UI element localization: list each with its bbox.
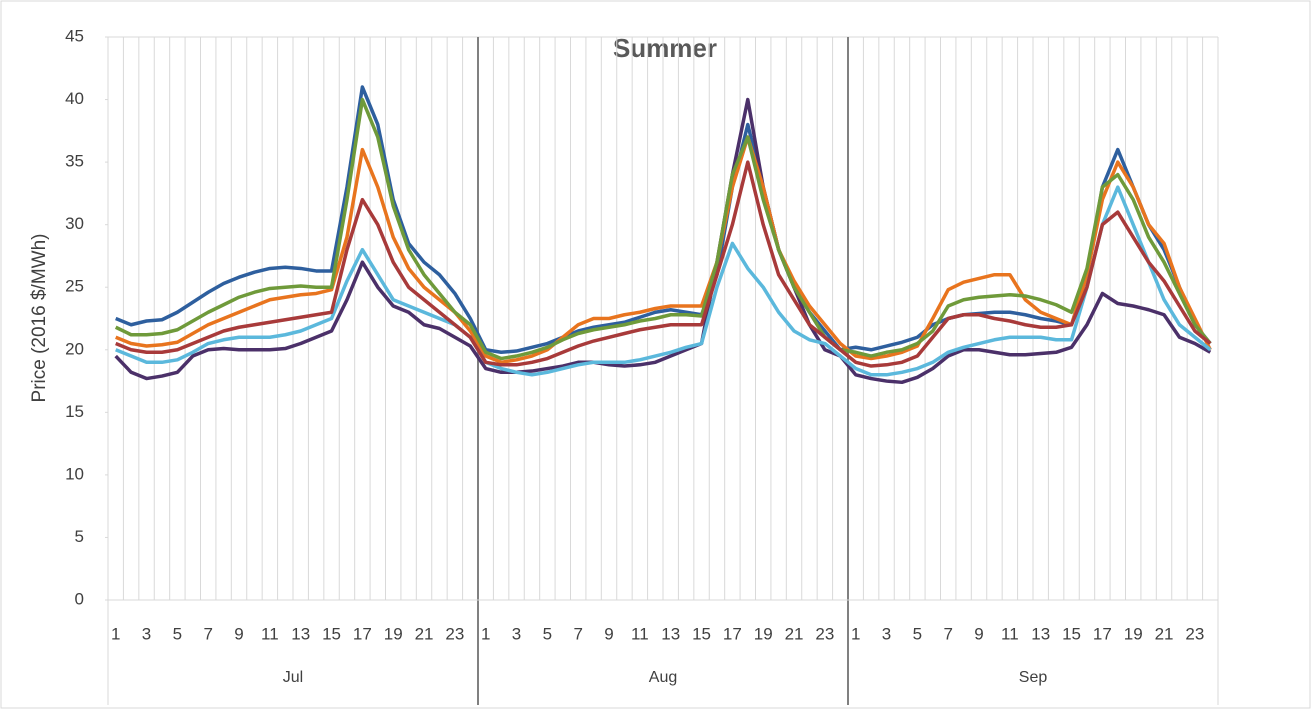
- chart-title: Summer: [613, 33, 717, 63]
- x-tick-label: 7: [573, 624, 582, 643]
- series-line: [114, 97, 1212, 361]
- group-label: Sep: [1019, 669, 1048, 686]
- x-tick-label: 9: [974, 624, 983, 643]
- x-tick-label: 19: [754, 624, 773, 643]
- y-tick-label: 5: [75, 527, 84, 546]
- group-label: Aug: [649, 669, 677, 686]
- x-tick-label: 21: [1155, 624, 1174, 643]
- x-tick-label: 7: [943, 624, 952, 643]
- x-tick-label: 15: [1062, 624, 1081, 643]
- x-tick-label: 13: [291, 624, 310, 643]
- y-tick-label: 45: [65, 26, 84, 45]
- y-axis-label: Price (2016 $/MWh): [29, 234, 50, 403]
- x-tick-label: 3: [882, 624, 891, 643]
- x-tick-label: 9: [604, 624, 613, 643]
- x-tick-label: 17: [1093, 624, 1112, 643]
- x-tick-label: 11: [1001, 624, 1019, 643]
- x-tick-label: 11: [631, 624, 649, 643]
- x-tick-label: 3: [142, 624, 151, 643]
- series-line: [114, 97, 1212, 385]
- x-tick-label: 23: [815, 624, 834, 643]
- y-tick-label: 10: [65, 464, 84, 483]
- x-tick-label: 11: [261, 624, 279, 643]
- x-tick-label: 21: [785, 624, 804, 643]
- y-tick-label: 35: [65, 152, 84, 171]
- x-tick-label: 3: [512, 624, 521, 643]
- x-tick-label: 23: [1185, 624, 1204, 643]
- x-tick-label: 1: [851, 624, 860, 643]
- y-tick-label: 0: [75, 589, 84, 608]
- x-tick-label: 23: [445, 624, 464, 643]
- y-tick-label: 25: [65, 277, 84, 296]
- x-tick-label: 19: [384, 624, 403, 643]
- y-tick-label: 15: [65, 402, 84, 421]
- x-tick-label: 1: [481, 624, 490, 643]
- x-tick-label: 9: [234, 624, 243, 643]
- x-tick-label: 5: [173, 624, 182, 643]
- x-tick-label: 1: [111, 624, 120, 643]
- x-tick-label: 5: [543, 624, 552, 643]
- x-tick-label: 19: [1124, 624, 1143, 643]
- series-line: [115, 85, 1212, 355]
- y-tick-label: 40: [65, 89, 84, 108]
- y-tick-label: 30: [65, 214, 84, 233]
- x-tick-label: 15: [692, 624, 711, 643]
- x-tick-label: 7: [203, 624, 212, 643]
- x-tick-label: 17: [353, 624, 372, 643]
- x-tick-label: 13: [1031, 624, 1050, 643]
- series-line: [115, 160, 1212, 368]
- series-line: [115, 135, 1212, 365]
- x-tick-label: 15: [322, 624, 341, 643]
- x-tick-label: 5: [913, 624, 922, 643]
- group-label: Jul: [283, 669, 303, 686]
- series-line: [115, 185, 1212, 377]
- x-tick-label: 17: [723, 624, 742, 643]
- y-tick-label: 20: [65, 339, 84, 358]
- x-tick-label: 21: [415, 624, 434, 643]
- x-tick-label: 13: [661, 624, 680, 643]
